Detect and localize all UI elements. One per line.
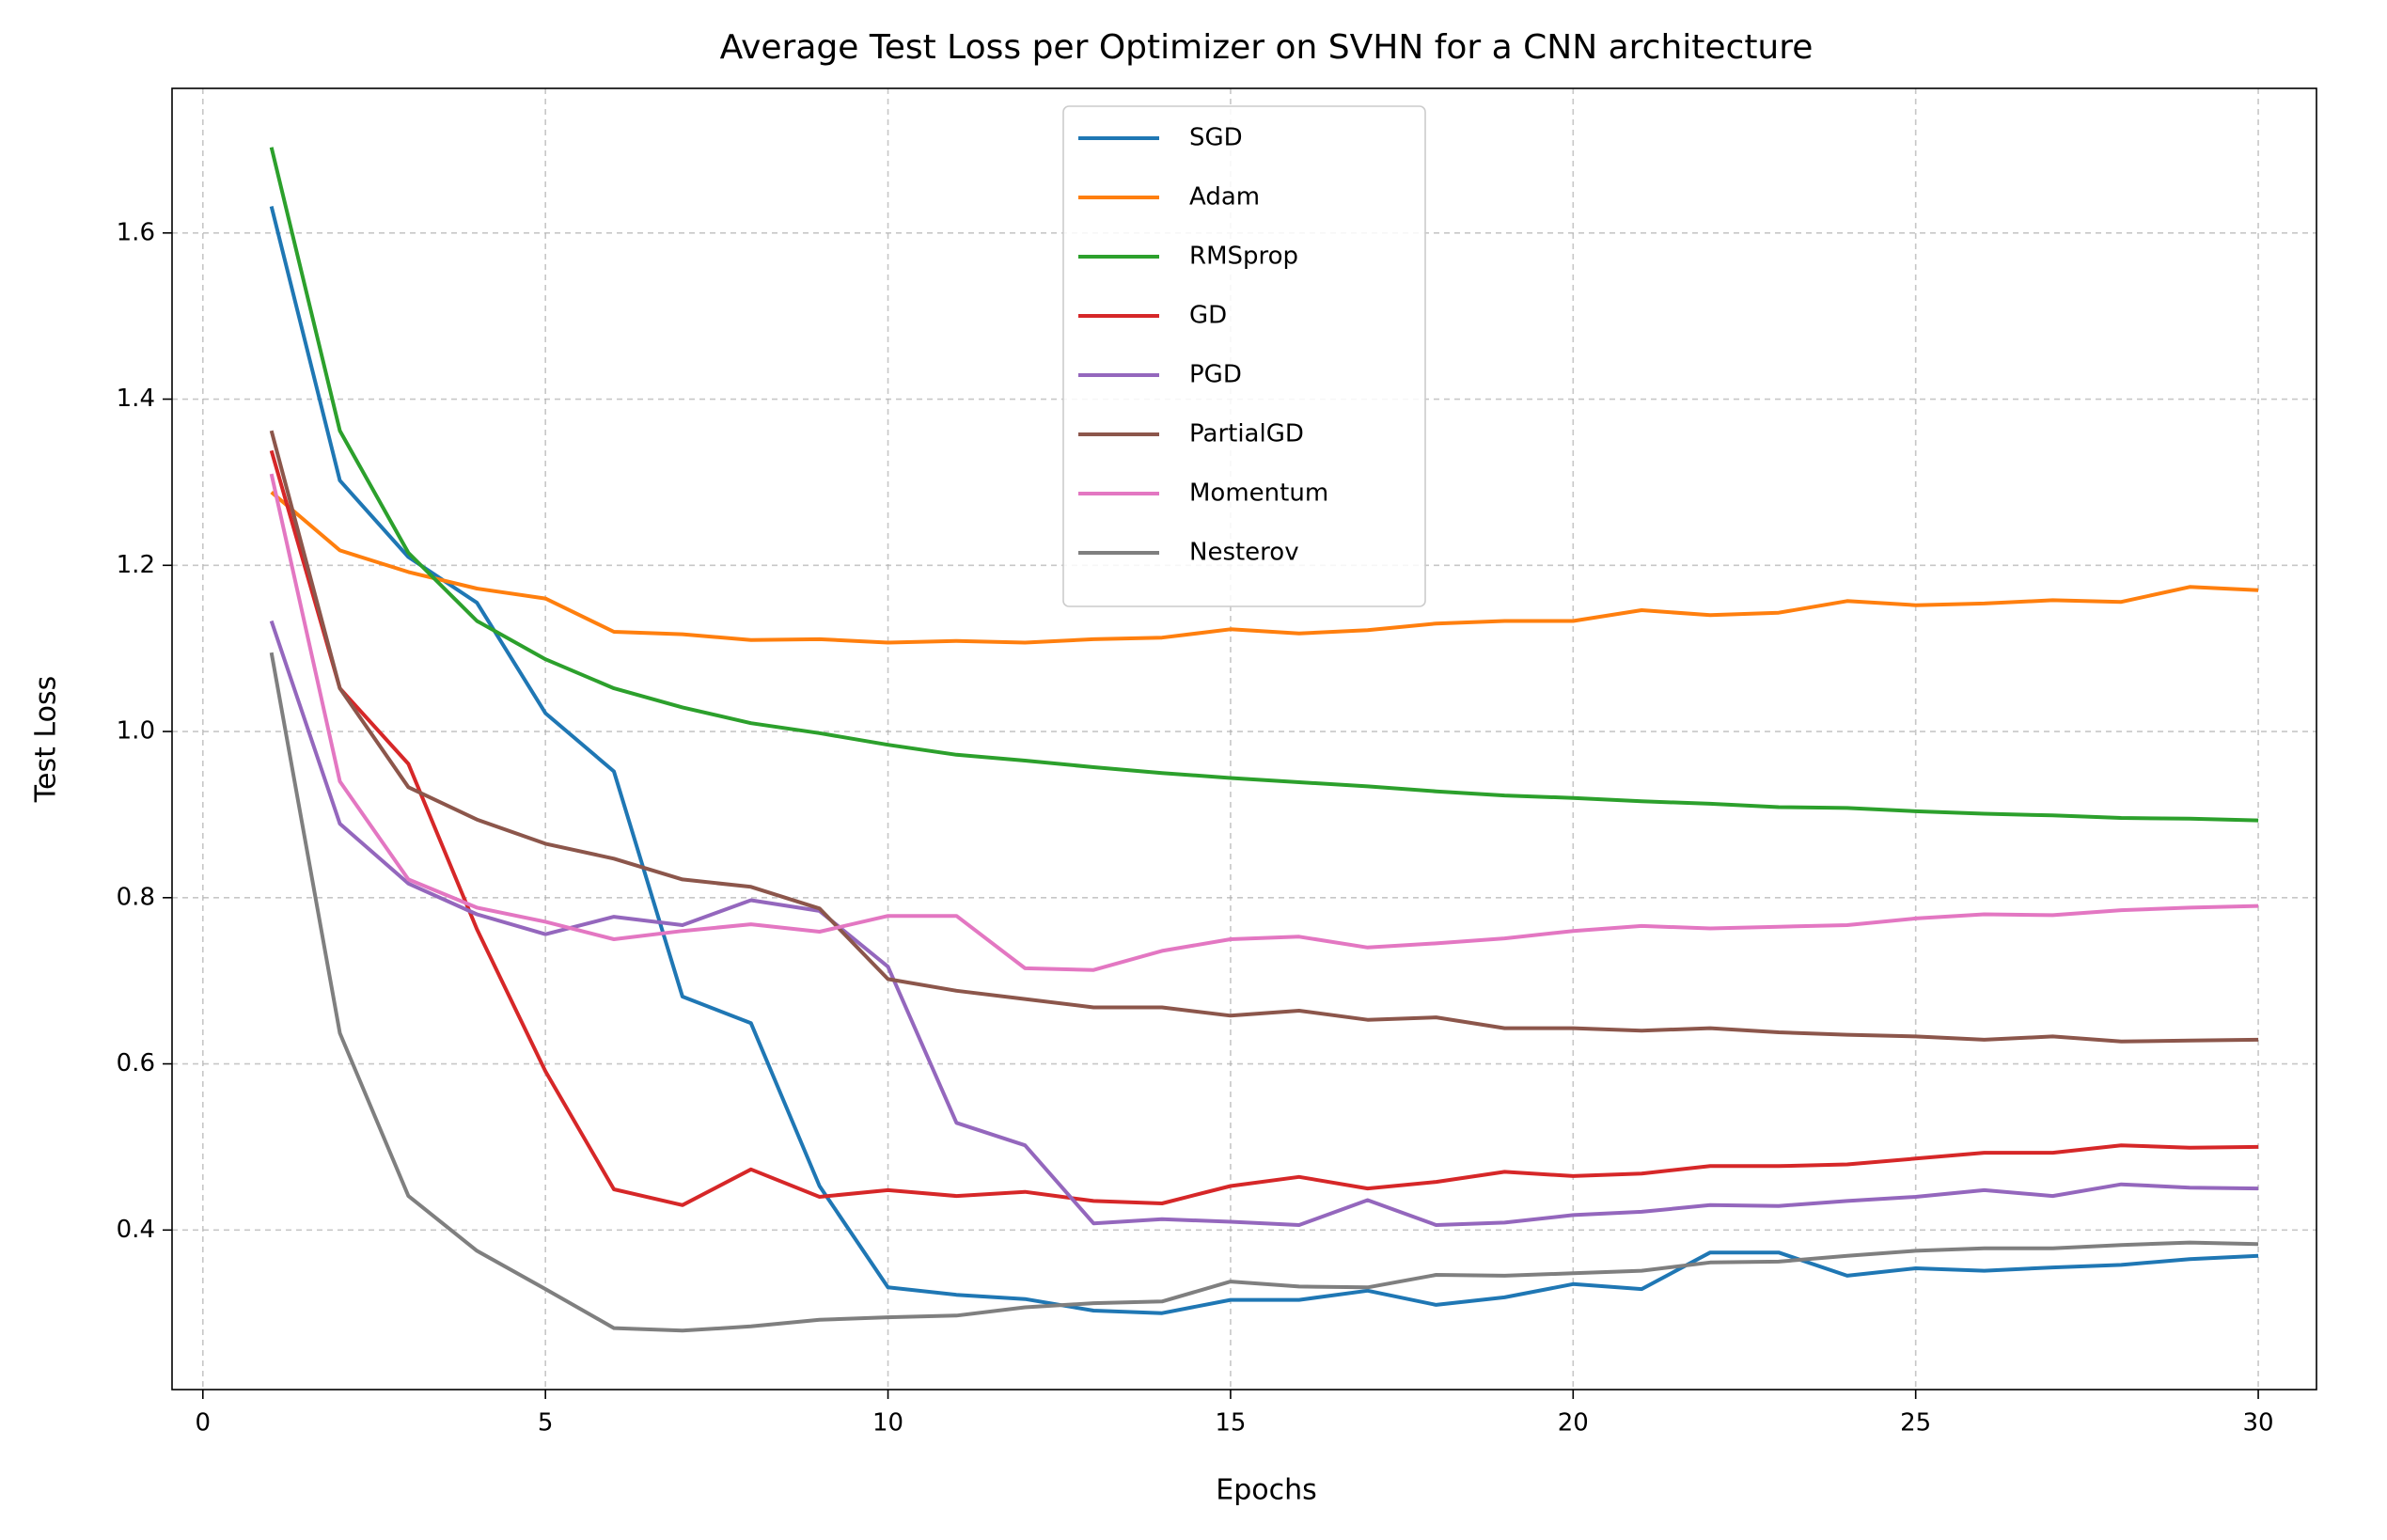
legend-label: Momentum: [1189, 479, 1328, 508]
series-line: [270, 490, 2259, 645]
x-axis-label: Epochs: [1216, 1474, 1317, 1507]
plot-frame: [171, 87, 2317, 1391]
y-tick-label: 0.6: [117, 1049, 155, 1077]
legend-label: SGD: [1189, 124, 1243, 152]
x-tick-label: 20: [1558, 1409, 1589, 1438]
legend-label: Adam: [1189, 183, 1260, 212]
x-tick-label: 30: [2243, 1409, 2274, 1438]
x-tick-label: 10: [872, 1409, 903, 1438]
series-line: [269, 430, 2259, 1044]
series-line: [269, 206, 2259, 1315]
legend-label: GD: [1189, 302, 1227, 330]
legend-label: PartialGD: [1189, 420, 1304, 448]
legend-label: Nesterov: [1189, 539, 1299, 567]
x-tick-label: 15: [1215, 1409, 1246, 1438]
legend-label: PGD: [1189, 361, 1242, 389]
series-line: [269, 473, 2259, 972]
series-line: [269, 449, 2259, 1207]
legend-label: RMSprop: [1189, 243, 1298, 271]
chart-title: Average Test Loss per Optimizer on SVHN …: [720, 28, 1814, 67]
series-line: [269, 147, 2259, 823]
y-tick-label: 1.4: [117, 385, 155, 413]
x-tick-label: 25: [1900, 1409, 1931, 1438]
series-line: [269, 620, 2259, 1227]
x-tick-label: 5: [538, 1409, 554, 1438]
x-tick-label: 0: [196, 1409, 212, 1438]
y-tick-label: 1.6: [117, 218, 155, 246]
y-tick-label: 1.0: [117, 717, 155, 746]
y-tick-label: 0.4: [117, 1216, 155, 1244]
y-axis-label: Test Loss: [30, 676, 63, 803]
legend-box: [1062, 105, 1426, 607]
y-tick-label: 1.2: [117, 551, 155, 579]
y-tick-label: 0.8: [117, 883, 155, 911]
series-line: [269, 652, 2259, 1333]
